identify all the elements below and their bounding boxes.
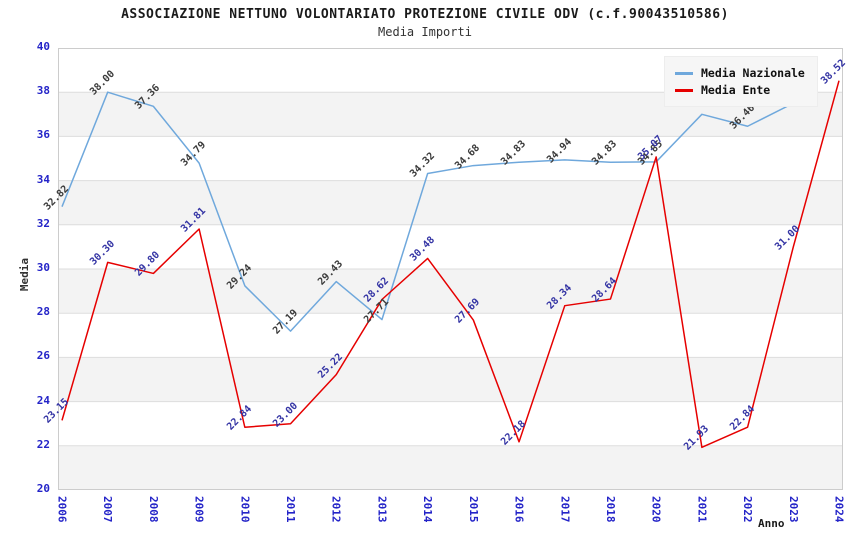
x-tick-label: 2023 — [786, 496, 800, 523]
y-tick-label: 32 — [36, 216, 50, 230]
y-tick-label: 20 — [36, 482, 50, 495]
x-tick-label: 2010 — [238, 496, 252, 523]
chart-subtitle: Media Importi — [378, 25, 472, 39]
x-tick-label: 2015 — [466, 496, 480, 523]
y-tick-label: 38 — [36, 84, 50, 98]
x-tick-label: 2022 — [741, 496, 755, 523]
media-nazionale-line — [61, 91, 794, 332]
y-tick-label: 22 — [36, 437, 50, 451]
x-tick-label: 2011 — [284, 496, 298, 523]
legend-item-media-ente: Media Ente — [675, 83, 805, 97]
x-axis-title: Anno — [758, 517, 785, 530]
x-tick-label: 2020 — [649, 496, 663, 523]
y-tick-label: 36 — [36, 128, 50, 142]
x-tick-label: 2021 — [695, 496, 709, 523]
legend-item-media-nazionale: Media Nazionale — [675, 66, 805, 80]
x-tick-label: 2012 — [329, 496, 343, 523]
legend: Media Nazionale Media Ente — [664, 56, 818, 107]
y-tick-label: 34 — [36, 172, 50, 186]
y-tick-label: 28 — [36, 305, 50, 319]
legend-label: Media Nazionale — [701, 66, 805, 80]
x-tick-label: 2013 — [375, 496, 389, 523]
y-tick-label: 24 — [36, 393, 50, 407]
media-ente-line — [61, 80, 840, 449]
x-tick-label: 2016 — [512, 496, 526, 523]
x-tick-label: 2018 — [603, 496, 617, 523]
y-tick-label: 30 — [36, 261, 50, 274]
x-tick-label: 2024 — [832, 496, 846, 523]
x-tick-label: 2009 — [192, 496, 206, 523]
x-tick-label: 2008 — [146, 496, 160, 523]
x-tick-label: 2007 — [101, 496, 115, 523]
chart-title: ASSOCIAZIONE NETTUNO VOLONTARIATO PROTEZ… — [121, 7, 729, 22]
y-tick-label: 40 — [36, 40, 50, 53]
plot-area — [58, 48, 843, 490]
x-tick-label: 2017 — [558, 496, 572, 523]
media-ente-line-swatch-icon — [675, 88, 693, 92]
media-nazionale-line-swatch-icon — [675, 71, 693, 75]
y-tick-label: 26 — [36, 349, 50, 363]
legend-label: Media Ente — [701, 83, 771, 97]
x-tick-label: 2014 — [421, 496, 435, 523]
x-tick-label: 2006 — [55, 496, 69, 523]
